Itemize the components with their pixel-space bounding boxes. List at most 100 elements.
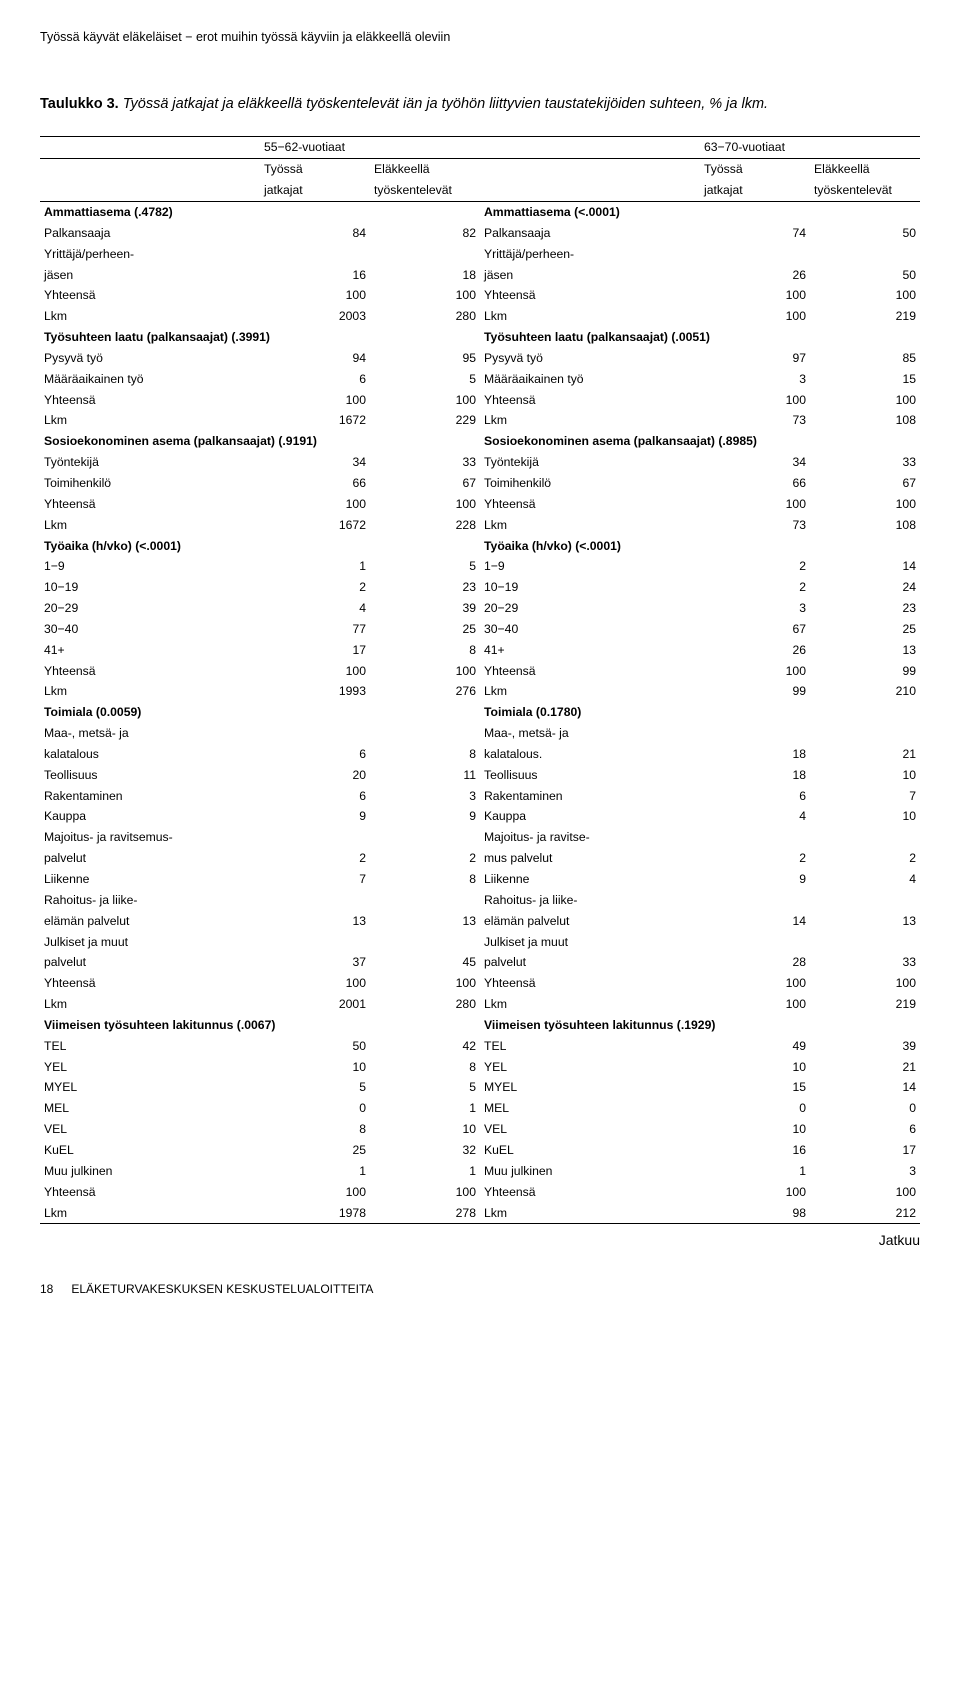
row-label-right: 30−40 bbox=[480, 619, 700, 640]
table-row: KuEL2532KuEL1617 bbox=[40, 1140, 920, 1161]
table-title: Taulukko 3. Työssä jatkajat ja eläkkeell… bbox=[40, 94, 920, 114]
row-label-left: 20−29 bbox=[40, 598, 260, 619]
row-label-right: Yhteensä bbox=[480, 973, 700, 994]
cell-r2: 0 bbox=[810, 1098, 920, 1119]
cell-l1: 37 bbox=[260, 952, 370, 973]
cell-r2: 15 bbox=[810, 369, 920, 390]
row-label-left: Julkiset ja muut bbox=[40, 931, 260, 952]
cell-r1: 28 bbox=[700, 952, 810, 973]
cell-r2: 21 bbox=[810, 744, 920, 765]
colhead-l1: Työssä bbox=[260, 159, 370, 180]
table-row: MYEL55MYEL1514 bbox=[40, 1077, 920, 1098]
colhead-r2: Eläkkeellä bbox=[810, 159, 920, 180]
table-row: Lkm1978278Lkm98212 bbox=[40, 1202, 920, 1223]
cell-l1: 34 bbox=[260, 452, 370, 473]
table-row: TEL5042TEL4939 bbox=[40, 1036, 920, 1057]
cell-l2: 280 bbox=[370, 306, 480, 327]
cell-r1: 10 bbox=[700, 1056, 810, 1077]
section-label-right: Työsuhteen laatu (palkansaajat) (.0051) bbox=[480, 327, 920, 348]
table-row: Rakentaminen63Rakentaminen67 bbox=[40, 785, 920, 806]
table-row: YEL108YEL1021 bbox=[40, 1056, 920, 1077]
cell-l2 bbox=[370, 244, 480, 265]
section-label-left: Työaika (h/vko) (<.0001) bbox=[40, 535, 480, 556]
table-row: MEL01MEL00 bbox=[40, 1098, 920, 1119]
cell-r1: 100 bbox=[700, 306, 810, 327]
row-label-left: MYEL bbox=[40, 1077, 260, 1098]
cell-r2: 17 bbox=[810, 1140, 920, 1161]
row-label-left: Lkm bbox=[40, 514, 260, 535]
row-label-right: Kauppa bbox=[480, 806, 700, 827]
cell-l2: 5 bbox=[370, 556, 480, 577]
row-label-right: mus palvelut bbox=[480, 848, 700, 869]
row-label-right: Toimihenkilö bbox=[480, 473, 700, 494]
table-row: 20−2943920−29323 bbox=[40, 598, 920, 619]
row-label-right: Rahoitus- ja liike- bbox=[480, 890, 700, 911]
cell-r1: 3 bbox=[700, 598, 810, 619]
table-row: 1−9151−9214 bbox=[40, 556, 920, 577]
cell-l1: 100 bbox=[260, 389, 370, 410]
colhead-l1b: jatkajat bbox=[260, 180, 370, 201]
cell-r1: 100 bbox=[700, 660, 810, 681]
cell-r2: 4 bbox=[810, 869, 920, 890]
cell-r2: 6 bbox=[810, 1119, 920, 1140]
cell-r1: 18 bbox=[700, 744, 810, 765]
cell-l1: 84 bbox=[260, 223, 370, 244]
table-row: Yrittäjä/perheen-Yrittäjä/perheen- bbox=[40, 244, 920, 265]
cell-r1: 99 bbox=[700, 681, 810, 702]
row-label-left: Pysyvä työ bbox=[40, 348, 260, 369]
age-group-row: 55−62-vuotiaat 63−70-vuotiaat bbox=[40, 137, 920, 159]
row-label-right: Työntekijä bbox=[480, 452, 700, 473]
row-label-right: Lkm bbox=[480, 1202, 700, 1223]
cell-r1: 100 bbox=[700, 1181, 810, 1202]
cell-r1: 98 bbox=[700, 1202, 810, 1223]
row-label-right: elämän palvelut bbox=[480, 911, 700, 932]
cell-r1: 2 bbox=[700, 556, 810, 577]
cell-l1: 50 bbox=[260, 1036, 370, 1057]
cell-l1: 1672 bbox=[260, 514, 370, 535]
cell-l2: 5 bbox=[370, 369, 480, 390]
cell-l1: 1993 bbox=[260, 681, 370, 702]
row-label-right: Majoitus- ja ravitse- bbox=[480, 827, 700, 848]
row-label-right: Liikenne bbox=[480, 869, 700, 890]
row-label-right: Teollisuus bbox=[480, 765, 700, 786]
cell-r2: 13 bbox=[810, 640, 920, 661]
cell-l2: 228 bbox=[370, 514, 480, 535]
cell-r2: 100 bbox=[810, 973, 920, 994]
row-label-left: MEL bbox=[40, 1098, 260, 1119]
cell-l2: 3 bbox=[370, 785, 480, 806]
cell-l1: 6 bbox=[260, 369, 370, 390]
cell-l1 bbox=[260, 244, 370, 265]
row-label-left: TEL bbox=[40, 1036, 260, 1057]
cell-l1: 0 bbox=[260, 1098, 370, 1119]
cell-l1: 100 bbox=[260, 285, 370, 306]
cell-l2: 8 bbox=[370, 640, 480, 661]
cell-r1: 67 bbox=[700, 619, 810, 640]
cell-l1: 2 bbox=[260, 848, 370, 869]
cell-r1: 15 bbox=[700, 1077, 810, 1098]
row-label-right: MYEL bbox=[480, 1077, 700, 1098]
cell-r1: 97 bbox=[700, 348, 810, 369]
cell-r1: 73 bbox=[700, 410, 810, 431]
table-row: 41+17841+2613 bbox=[40, 640, 920, 661]
cell-r2: 212 bbox=[810, 1202, 920, 1223]
cell-l2: 23 bbox=[370, 577, 480, 598]
table-row: Yhteensä100100Yhteensä100100 bbox=[40, 494, 920, 515]
cell-l2: 11 bbox=[370, 765, 480, 786]
cell-r1: 3 bbox=[700, 369, 810, 390]
cell-l1: 1 bbox=[260, 1161, 370, 1182]
table-row: Muu julkinen11Muu julkinen13 bbox=[40, 1161, 920, 1182]
row-label-right: 41+ bbox=[480, 640, 700, 661]
row-label-left: jäsen bbox=[40, 264, 260, 285]
table-row: Toimihenkilö6667Toimihenkilö6667 bbox=[40, 473, 920, 494]
row-label-right: Lkm bbox=[480, 306, 700, 327]
colhead-r2b: työskentelevät bbox=[810, 180, 920, 201]
cell-r1: 100 bbox=[700, 994, 810, 1015]
cell-l2: 10 bbox=[370, 1119, 480, 1140]
cell-r2: 219 bbox=[810, 994, 920, 1015]
row-label-right: Yhteensä bbox=[480, 660, 700, 681]
row-label-left: Rakentaminen bbox=[40, 785, 260, 806]
row-label-right: MEL bbox=[480, 1098, 700, 1119]
cell-r2: 25 bbox=[810, 619, 920, 640]
cell-r2 bbox=[810, 890, 920, 911]
table-row: 10−1922310−19224 bbox=[40, 577, 920, 598]
